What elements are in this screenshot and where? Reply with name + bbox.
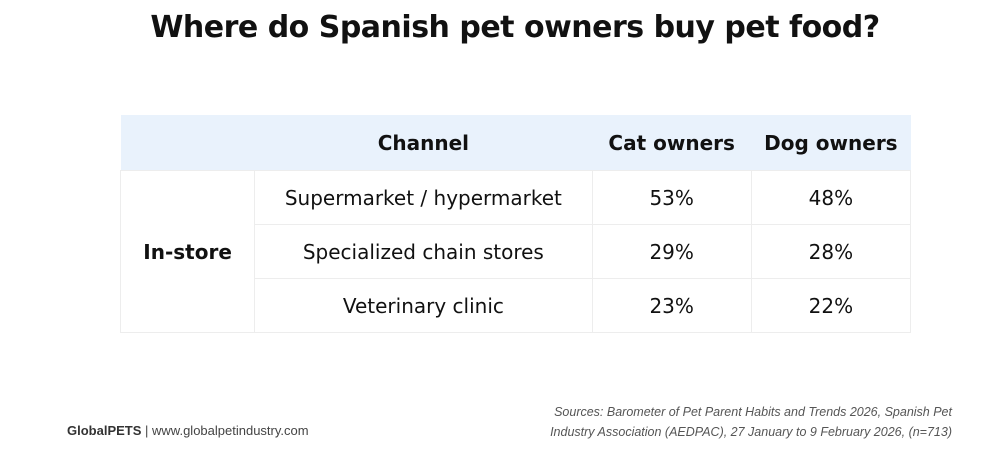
cell: 22% — [750, 278, 912, 333]
header-cell — [120, 115, 255, 171]
row: Specialized chain stores 29% 28% — [121, 224, 912, 279]
brand-name: GlobalPETS — [67, 423, 142, 438]
cell: 48% — [750, 170, 912, 225]
website: | www.globalpetindustry.com — [145, 423, 309, 438]
header-cell: Cat owners — [592, 115, 752, 171]
sources: Sources: Barometer of Pet Parent Habits … — [550, 402, 952, 442]
sources-line: Sources: Barometer of Pet Parent Habits … — [554, 405, 952, 419]
table: Channel Cat owners Dog owners In-store S… — [119, 115, 912, 333]
cell: 23% — [591, 278, 752, 333]
brand: GlobalPETS | www.globalpetindustry.com — [67, 423, 309, 438]
cell: Supermarket / hypermarket — [254, 170, 593, 225]
cell: Veterinary clinic — [254, 278, 593, 333]
row: In-store Supermarket / hypermarket 53% 4… — [119, 170, 912, 333]
cell: Specialized chain stores — [254, 224, 593, 279]
group-cell: In-store — [119, 170, 256, 333]
header-cell: Channel — [254, 115, 593, 171]
header-cell: Dog owners — [751, 115, 911, 171]
cell: 29% — [591, 224, 752, 279]
cell: 28% — [750, 224, 912, 279]
title: Where do Spanish pet owners buy pet food… — [150, 10, 880, 45]
row: Veterinary clinic 23% 22% — [121, 278, 912, 333]
sources-line: Industry Association (AEDPAC), 27 Januar… — [550, 425, 952, 439]
header-row: Channel Cat owners Dog owners — [120, 115, 911, 171]
cell: 53% — [591, 170, 752, 225]
